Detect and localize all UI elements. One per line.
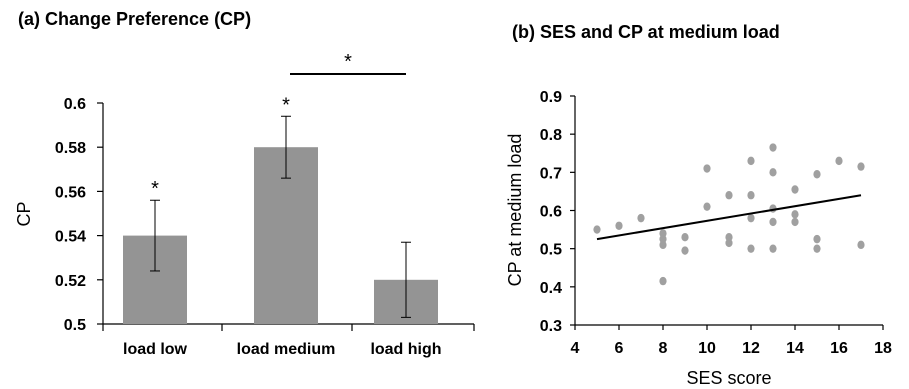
- data-point: [659, 276, 667, 286]
- y-tick-label: 0.54: [55, 229, 86, 246]
- y-tick-label: 0.7: [540, 165, 562, 182]
- panel-b-x-ticks: 4 6 8 10 12 14 16 18: [571, 325, 892, 357]
- panel-a-y-label: CP: [14, 201, 34, 226]
- y-tick-label: 0.6: [540, 204, 562, 221]
- y-tick-label: 0.58: [55, 140, 86, 157]
- data-point: [681, 233, 689, 242]
- panel-a-categories: load low load medium load high: [102, 324, 475, 358]
- panel-b: (b) SES and CP at medium load 0.90.80.70…: [505, 22, 892, 388]
- x-tick-label: 8: [659, 340, 668, 357]
- significance-star: *: [151, 178, 159, 200]
- data-point: [615, 221, 623, 230]
- category-label: load low: [123, 341, 188, 358]
- panel-a-y-ticks: 0.6 0.58 0.56 0.54 0.52 0.5: [55, 96, 103, 334]
- x-tick-label: 14: [786, 340, 804, 357]
- data-point: [769, 244, 777, 253]
- data-point: [725, 191, 733, 200]
- y-tick-label: 0.5: [64, 317, 86, 334]
- x-tick-label: 12: [742, 340, 760, 357]
- y-tick-label: 0.56: [55, 184, 86, 201]
- data-point: [857, 162, 865, 171]
- x-tick-label: 18: [874, 340, 892, 357]
- data-point: [681, 246, 689, 255]
- panel-b-x-label: SES score: [686, 368, 771, 388]
- data-point: [725, 238, 733, 248]
- x-tick-label: 6: [615, 340, 624, 357]
- data-point: [747, 244, 755, 253]
- category-label: load medium: [237, 341, 336, 358]
- data-point: [835, 156, 843, 166]
- category-label: load high: [370, 341, 441, 358]
- y-tick-label: 0.3: [540, 318, 562, 335]
- trend-line: [596, 194, 862, 241]
- data-point: [747, 213, 755, 223]
- data-point: [791, 185, 799, 194]
- data-point: [769, 168, 777, 177]
- panel-a: (a) Change Preference (CP) 0.60.580.560.…: [14, 9, 475, 358]
- significance-star: *: [282, 94, 290, 116]
- data-point: [659, 240, 667, 250]
- y-tick-label: 0.4: [540, 280, 562, 297]
- significance-bar-star: *: [344, 51, 352, 73]
- x-tick-label: 16: [830, 340, 848, 357]
- x-tick-label: 10: [698, 340, 716, 357]
- data-point: [637, 213, 645, 223]
- y-tick-label: 0.8: [540, 127, 562, 144]
- panel-b-title: (b) SES and CP at medium load: [512, 22, 780, 42]
- data-point: [813, 170, 821, 179]
- data-point: [593, 225, 601, 234]
- data-point: [813, 244, 821, 253]
- data-point: [747, 191, 755, 200]
- panel-b-y-label: CP at medium load: [505, 134, 525, 287]
- panel-a-bars: **: [123, 94, 438, 324]
- panel-b-points: [593, 143, 865, 286]
- y-tick-label: 0.5: [540, 242, 562, 259]
- data-point: [769, 143, 777, 152]
- y-tick-label: 0.9: [540, 89, 562, 106]
- y-tick-label: 0.6: [64, 96, 86, 113]
- data-point: [791, 217, 799, 227]
- data-point: [857, 240, 865, 250]
- data-point: [703, 202, 711, 211]
- data-point: [747, 156, 755, 166]
- data-point: [703, 164, 711, 173]
- data-point: [813, 234, 821, 244]
- panel-a-title: (a) Change Preference (CP): [18, 9, 251, 29]
- data-point: [791, 210, 799, 219]
- panel-b-y-ticks: 0.9 0.8 0.7 0.6 0.5 0.4 0.3: [540, 89, 575, 335]
- y-tick-label: 0.52: [55, 273, 86, 290]
- x-tick-label: 4: [571, 340, 580, 357]
- data-point: [769, 217, 777, 227]
